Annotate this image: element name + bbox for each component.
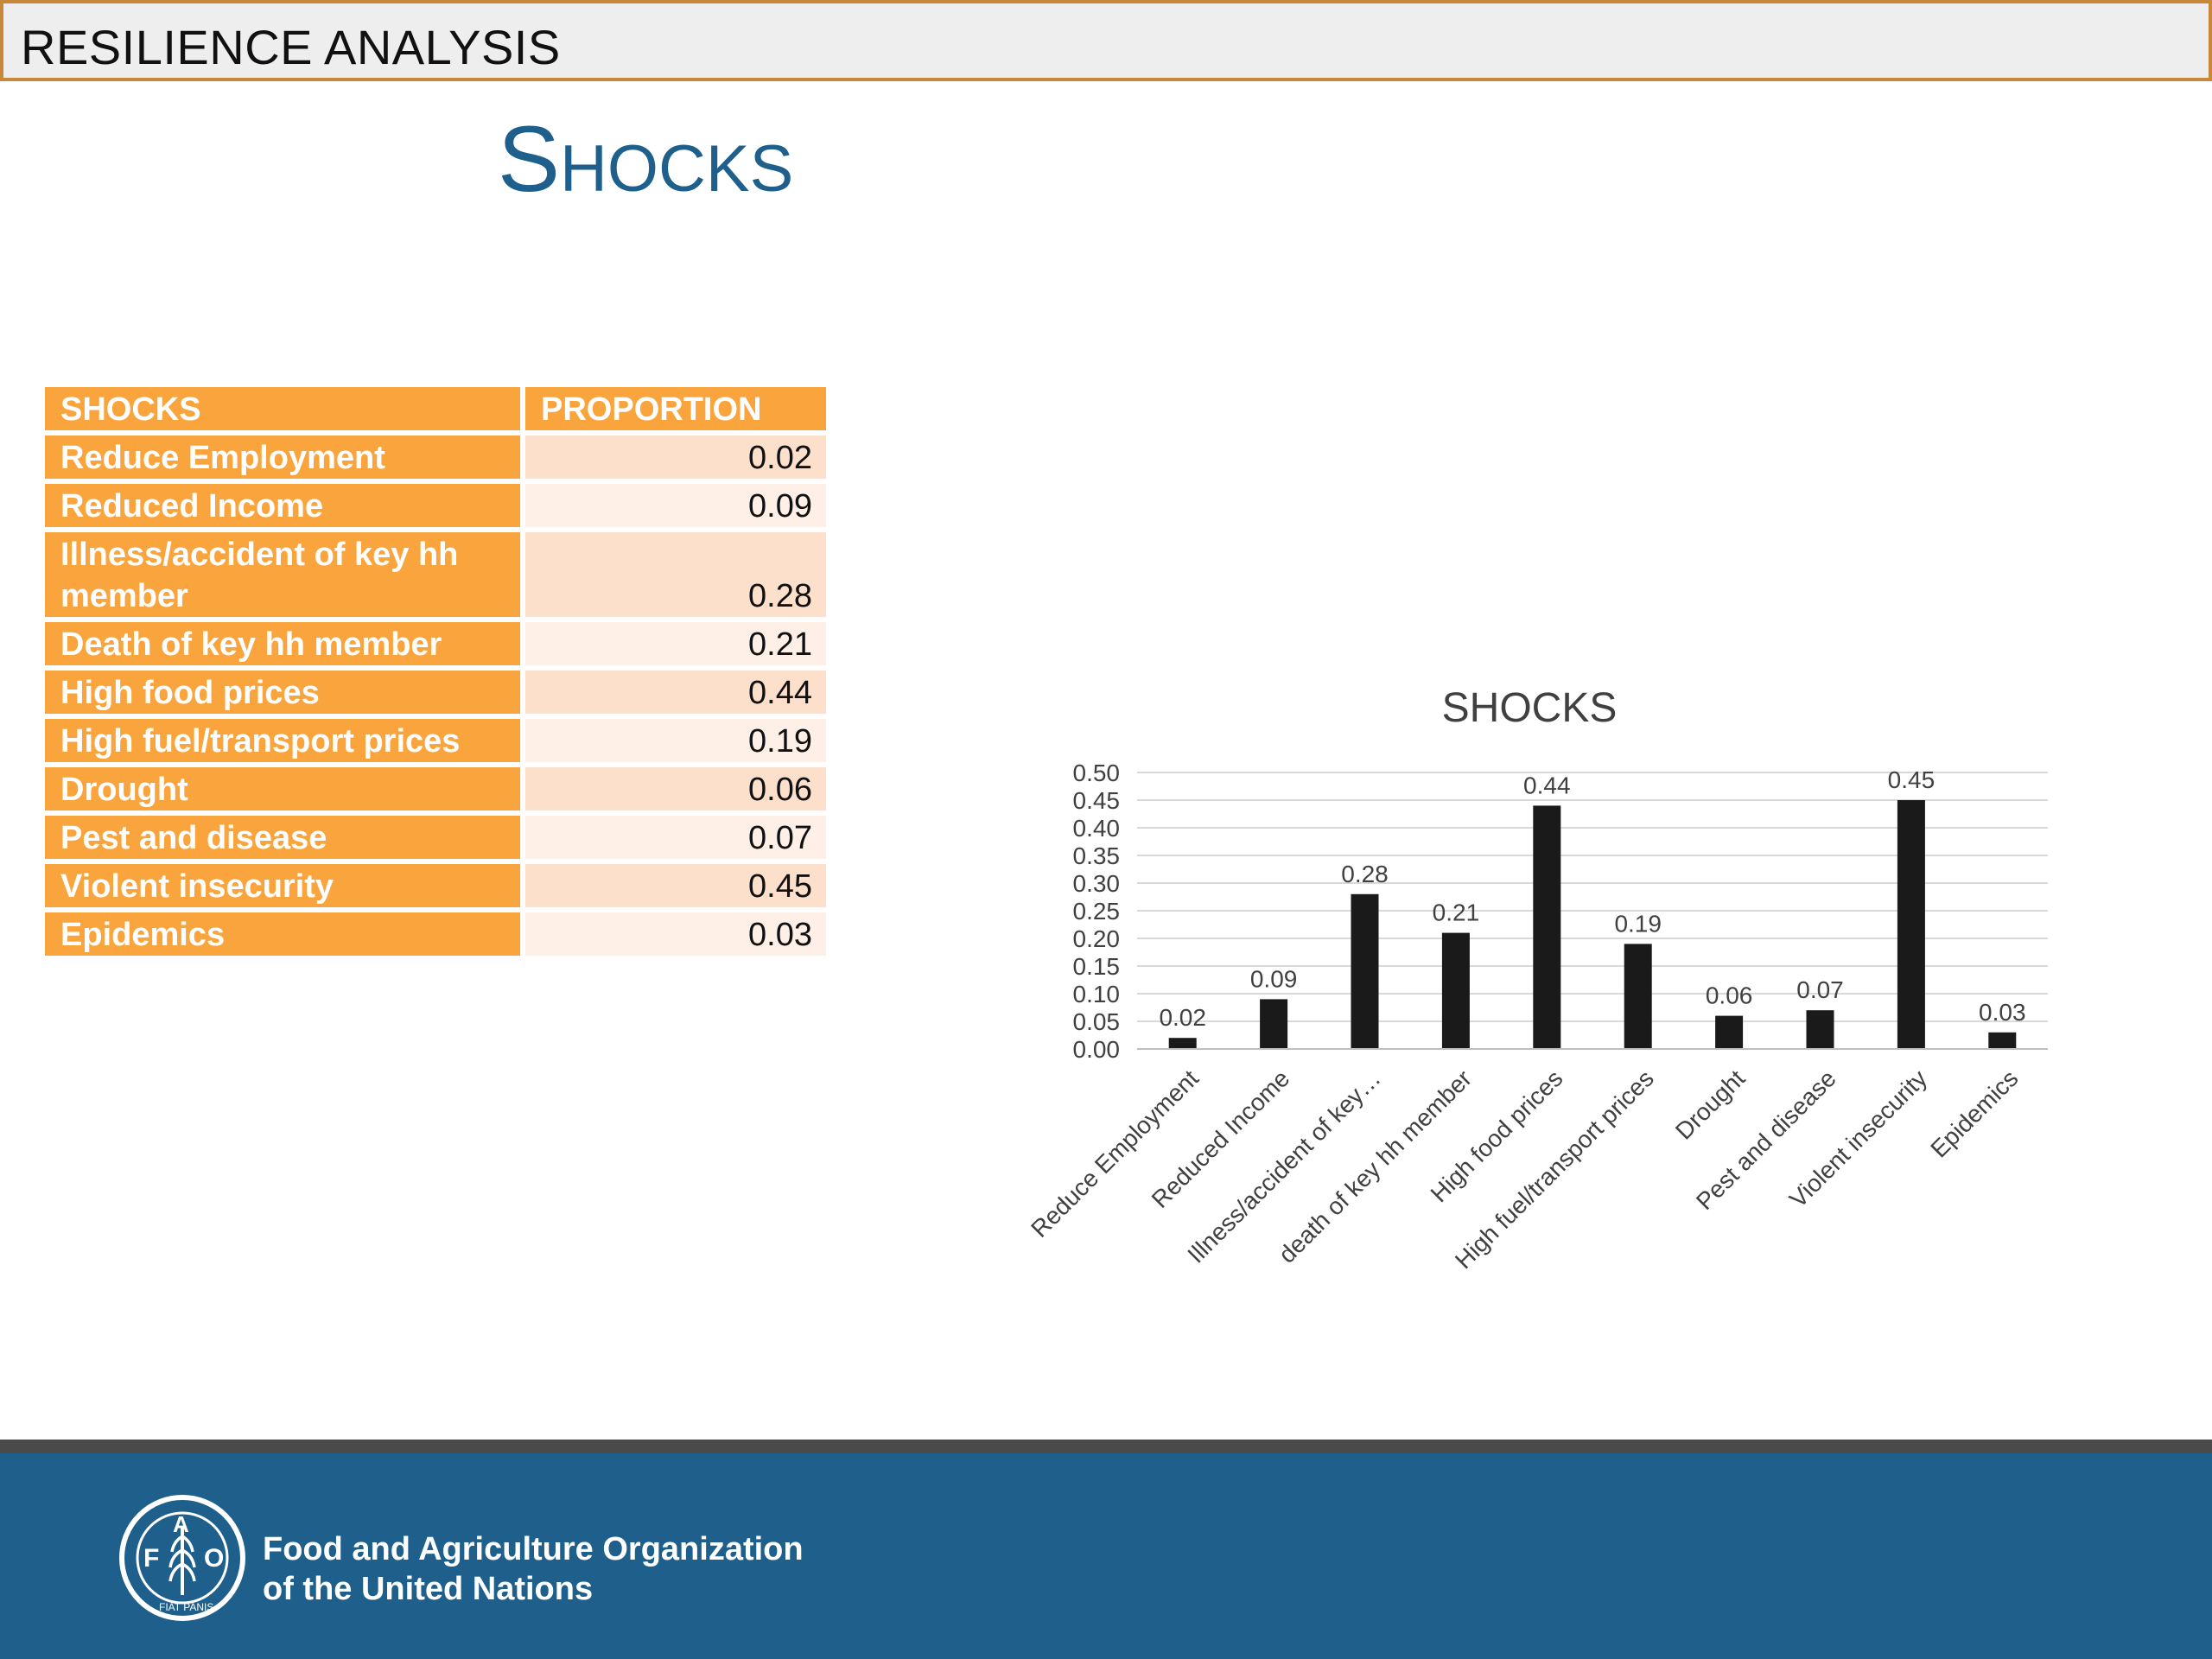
table-cell-proportion: 0.44 (520, 671, 826, 719)
footer: F A O FIAT PANIS Food and Agriculture Or… (0, 1453, 2212, 1659)
svg-text:FIAT PANIS: FIAT PANIS (159, 1601, 213, 1613)
chart-y-tick-label: 0.50 (1073, 760, 1121, 786)
table-body: Reduce Employment 0.02 Reduced Income 0.09 I… (45, 435, 826, 961)
chart-bar (1988, 1032, 2017, 1049)
table-row: Reduced Income 0.09 (45, 484, 826, 532)
table-cell-proportion: 0.03 (520, 912, 826, 961)
table-cell-shock: Reduce Employment (45, 435, 520, 484)
chart-y-tick-label: 0.25 (1073, 898, 1121, 925)
svg-text:O: O (204, 1544, 224, 1573)
fao-logo-icon: F A O FIAT PANIS (119, 1495, 245, 1621)
chart-data-label: 0.02 (1159, 1004, 1206, 1031)
chart-x-tick-label: Reduce Employment (1026, 1065, 1204, 1243)
table-cell-proportion: 0.21 (520, 622, 826, 671)
chart-x-tick-label: Drought (1670, 1065, 1751, 1145)
chart-y-tick-label: 0.40 (1073, 815, 1121, 842)
chart-y-tick-label: 0.00 (1073, 1036, 1121, 1063)
table-cell-proportion: 0.09 (520, 484, 826, 532)
shocks-chart: SHOCKS 0.00 0.05 0.10 0.15 0.20 0.25 0.30 0.35 0… (968, 665, 2108, 1357)
chart-data-label: 0.28 (1341, 861, 1389, 887)
chart-data-label: 0.44 (1523, 772, 1571, 798)
chart-y-tick-label: 0.05 (1073, 1008, 1121, 1035)
chart-bar (1351, 893, 1379, 1049)
table-row: Illness/accident of key hh member 0.28 (45, 532, 826, 622)
table-cell-shock: Drought (45, 767, 520, 816)
table-cell-proportion: 0.45 (520, 864, 826, 912)
table-cell-shock: Epidemics (45, 912, 520, 961)
chart-data-label: 0.45 (1888, 766, 1936, 793)
fao-org-name: Food and Agriculture Organization of the… (263, 1529, 804, 1609)
chart-bar (1897, 800, 1925, 1049)
table-cell-proportion: 0.19 (520, 719, 826, 767)
table-cell-shock: Illness/accident of key hh member (45, 532, 520, 622)
table-cell-proportion: 0.07 (520, 816, 826, 864)
chart-data-label: 0.03 (1979, 999, 2026, 1026)
chart-y-tick-label: 0.15 (1073, 953, 1121, 980)
chart-data-label: 0.21 (1433, 899, 1480, 926)
table-cell-proportion: 0.02 (520, 435, 826, 484)
header-title: RESILIENCE ANALYSIS (21, 20, 561, 74)
chart-x-tick-label: Epidemics (1925, 1065, 2023, 1162)
chart-data-label: 0.19 (1614, 910, 1662, 937)
table-cell-shock: Violent insecurity (45, 864, 520, 912)
table-row: Reduce Employment 0.02 (45, 435, 826, 484)
chart-y-tick-label: 0.30 (1073, 870, 1121, 897)
chart-svg: 0.000.050.100.150.200.250.300.350.400.45… (1026, 760, 2048, 1274)
fao-org-line2: of the United Nations (263, 1571, 594, 1607)
table-cell-shock: Reduced Income (45, 484, 520, 532)
chart-title: SHOCKS (1441, 685, 1618, 731)
chart-y-tick-label: 0.35 (1073, 842, 1121, 869)
footer-divider (0, 1440, 2212, 1453)
chart-data-label: 0.07 (1796, 976, 1844, 1003)
table-header-shocks: SHOCKS (45, 387, 520, 435)
shocks-table: SHOCKS PROPORTION Reduce Employment 0.02 R… (45, 387, 826, 961)
table-row: Death of key hh member 0.21 (45, 622, 826, 671)
table-header-proportion: PROPORTION (520, 387, 826, 435)
table-row: Pest and disease 0.07 (45, 816, 826, 864)
chart-bar (1168, 1038, 1197, 1049)
table-row: Drought 0.06 (45, 767, 826, 816)
table-cell-shock: Pest and disease (45, 816, 520, 864)
chart-bar (1260, 999, 1288, 1049)
chart-y-tick-label: 0.10 (1073, 981, 1121, 1007)
header-bar: RESILIENCE ANALYSIS (0, 0, 2212, 81)
svg-text:A: A (173, 1511, 189, 1537)
chart-bar (1806, 1010, 1834, 1049)
chart-y-tick-label: 0.45 (1073, 787, 1121, 814)
table-row: Violent insecurity 0.45 (45, 864, 826, 912)
table-row: High fuel/transport prices 0.19 (45, 719, 826, 767)
table-header-row: SHOCKS PROPORTION (45, 387, 826, 435)
chart-data-label: 0.09 (1250, 965, 1298, 992)
table-row: High food prices 0.44 (45, 671, 826, 719)
table-cell-shock: High fuel/transport prices (45, 719, 520, 767)
chart-y-tick-label: 0.20 (1073, 925, 1121, 952)
fao-org-line1: Food and Agriculture Organization (263, 1531, 804, 1567)
chart-bar (1624, 944, 1652, 1049)
table-row: Epidemics 0.03 (45, 912, 826, 961)
table-cell-shock: High food prices (45, 671, 520, 719)
page-title: Shocks (498, 106, 794, 211)
svg-text:F: F (143, 1544, 159, 1573)
chart-bar (1715, 1015, 1744, 1049)
table-cell-proportion: 0.06 (520, 767, 826, 816)
table-cell-shock: Death of key hh member (45, 622, 520, 671)
chart-bar (1533, 805, 1561, 1049)
chart-bar (1441, 932, 1470, 1049)
table-cell-proportion: 0.28 (520, 532, 826, 622)
chart-data-label: 0.06 (1706, 982, 1753, 1009)
